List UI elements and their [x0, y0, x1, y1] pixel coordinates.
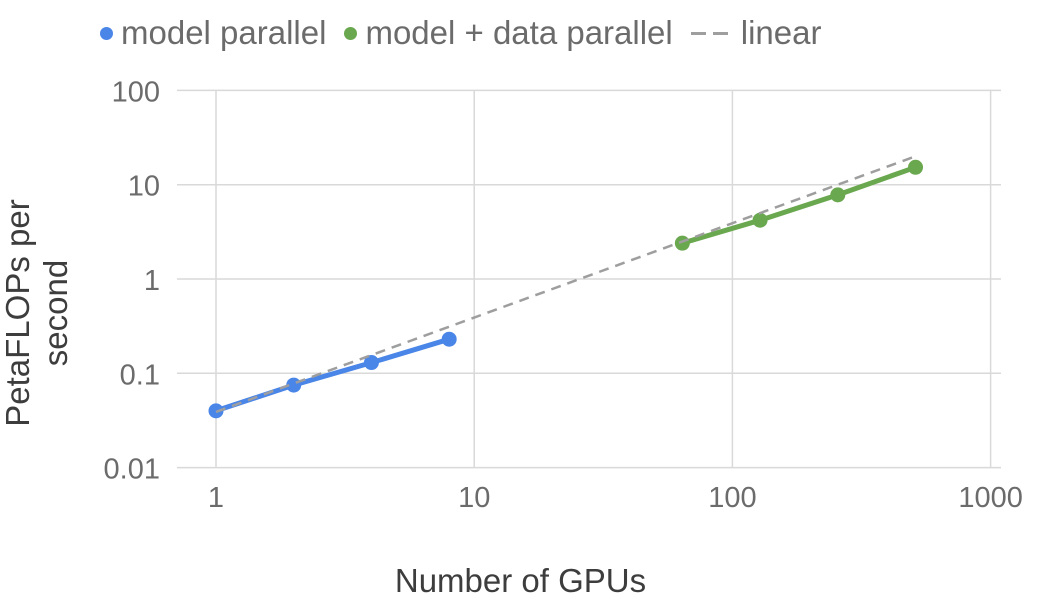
y-tick-label: 0.01 — [104, 454, 160, 486]
chart-legend: model parallel model + data parallel lin… — [100, 14, 839, 52]
x-tick-label: 1 — [208, 482, 224, 514]
x-tick-label: 100 — [708, 482, 756, 514]
legend-item-model-data-parallel: model + data parallel — [344, 14, 673, 52]
legend-item-model-parallel: model parallel — [100, 14, 326, 52]
y-tick-label: 0.1 — [120, 359, 160, 391]
data-point-marker — [752, 212, 768, 228]
linear-reference-line — [215, 155, 916, 414]
legend-dot-icon — [344, 26, 358, 40]
legend-label: linear — [740, 14, 822, 51]
y-axis-title: PetaFLOPs per second — [0, 199, 74, 427]
y-tick-label: 1 — [144, 265, 160, 297]
x-axis-title: Number of GPUs — [394, 562, 647, 599]
x-tick-label: 1000 — [958, 482, 1023, 514]
x-tick-label: 10 — [458, 482, 490, 514]
data-point-marker — [441, 331, 457, 347]
series-line — [679, 164, 918, 246]
legend-dot-icon — [100, 26, 113, 40]
data-point-marker — [830, 187, 846, 203]
data-point-marker — [908, 159, 924, 175]
legend-label: model + data parallel — [365, 14, 673, 51]
data-point-marker — [674, 235, 690, 251]
legend-label: model parallel — [121, 14, 327, 51]
legend-dash-icon — [690, 31, 731, 35]
legend-item-linear: linear — [690, 14, 822, 52]
y-tick-label: 100 — [112, 76, 160, 108]
data-point-marker — [363, 355, 379, 371]
y-tick-label: 10 — [128, 171, 160, 203]
